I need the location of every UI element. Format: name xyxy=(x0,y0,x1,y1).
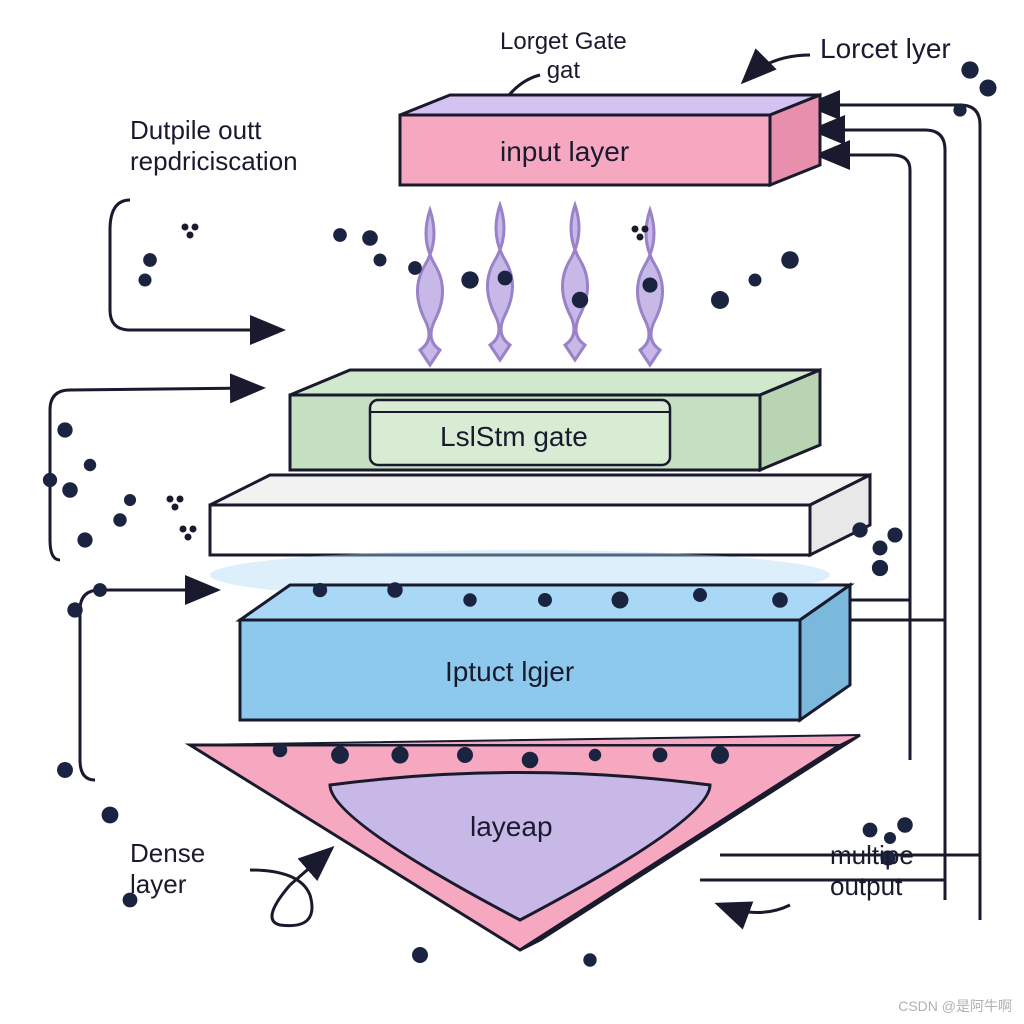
left-annotation-label: Dutpile outtrepdriciscation xyxy=(130,115,298,177)
gate-layer-label: LslStm gate xyxy=(440,420,588,454)
left-annotation-text: Dutpile outtrepdriciscation xyxy=(130,115,298,176)
triangle-layer-label: layeap xyxy=(470,810,553,844)
dense-layer-label: Denselayer xyxy=(130,838,205,900)
watermark: CSDN @是阿牛啊 xyxy=(898,996,1012,1016)
wavy-arrows xyxy=(418,205,663,365)
top-right-label: Lorcet lyer xyxy=(820,32,951,66)
dense-label-text: Denselayer xyxy=(130,838,205,899)
multipe-output-label: multipeoutput xyxy=(830,840,914,902)
multipe-label-text: multipeoutput xyxy=(830,840,914,901)
white-layer-block xyxy=(210,475,870,555)
input-layer-label: input layer xyxy=(500,135,629,169)
blue-layer-label: Iptuct lgjer xyxy=(445,655,574,689)
top-left-label-text: Lorget Gategat xyxy=(500,28,627,84)
top-left-label: Lorget Gategat xyxy=(500,28,627,86)
